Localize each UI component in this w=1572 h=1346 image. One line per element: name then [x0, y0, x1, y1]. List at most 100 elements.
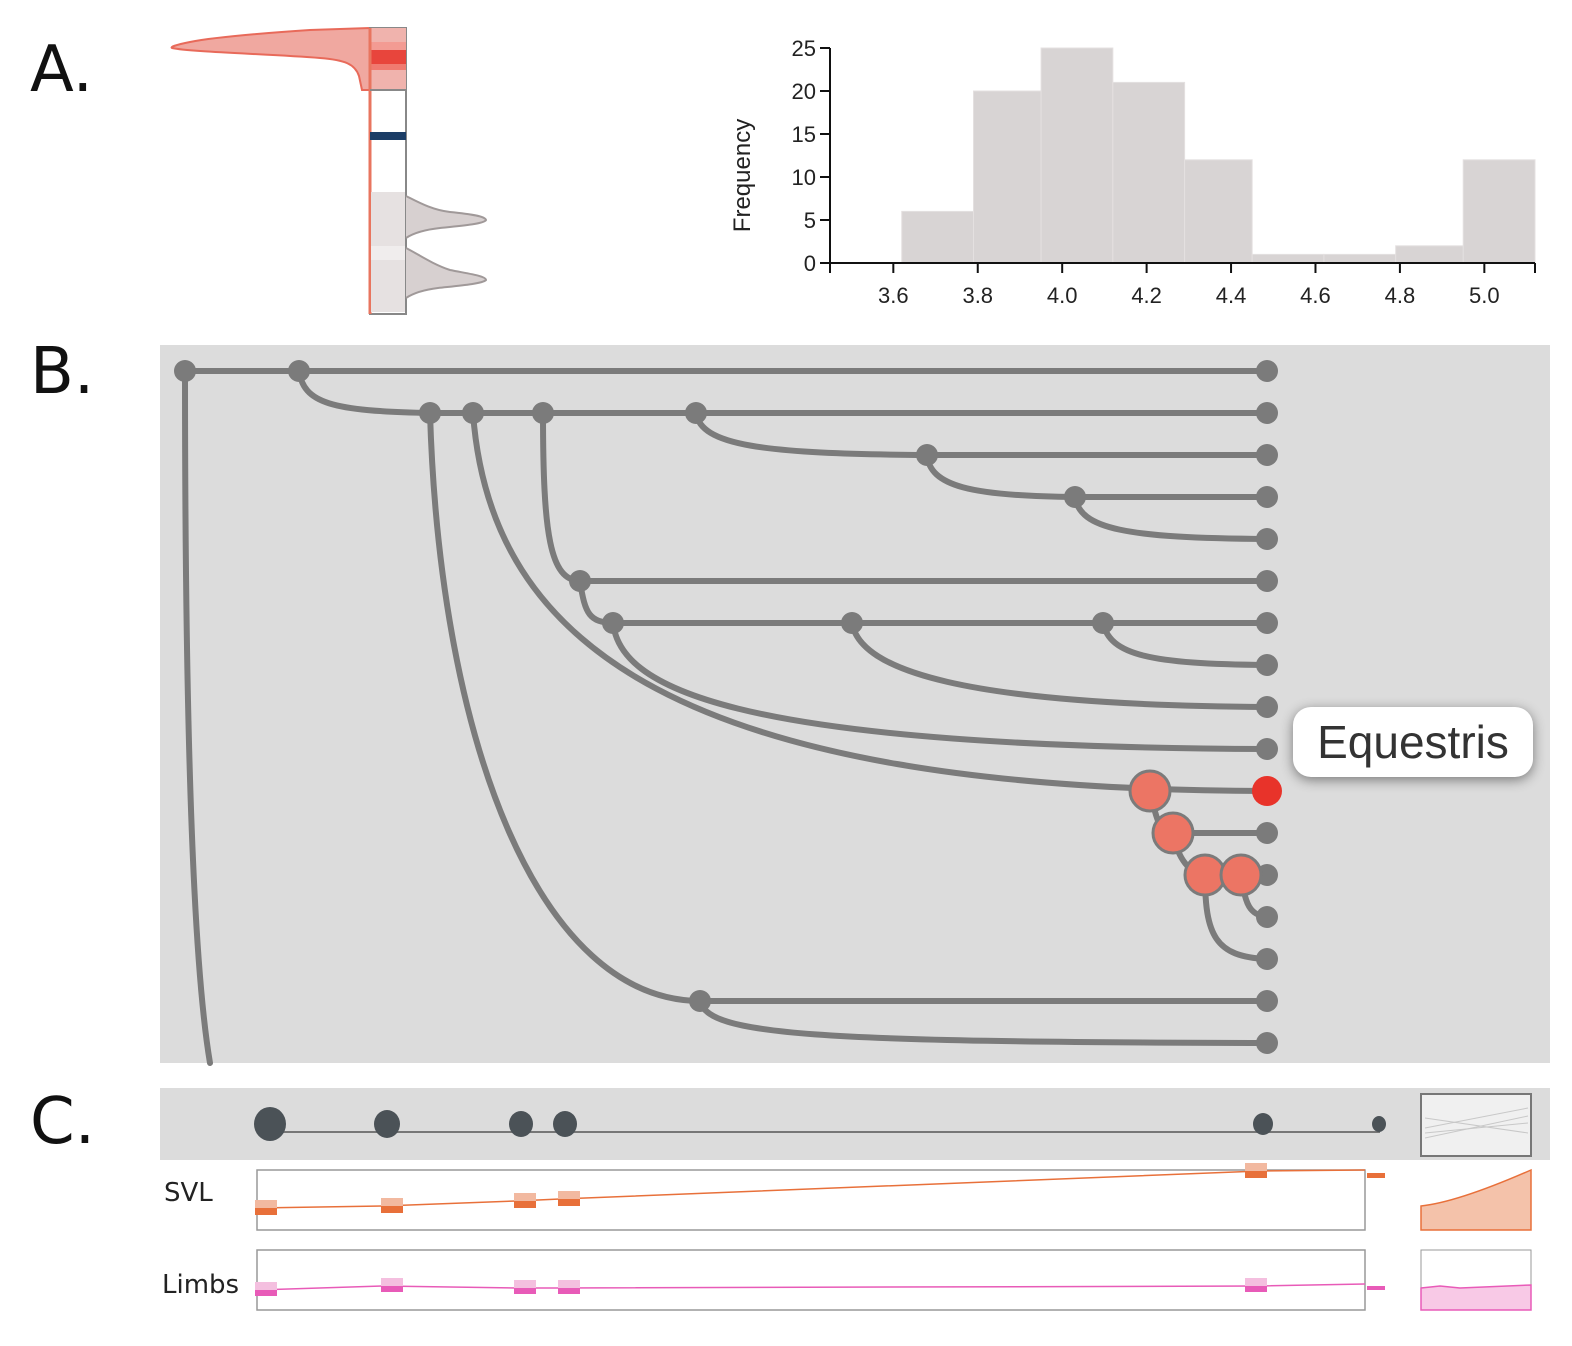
tip-node[interactable]	[1256, 528, 1278, 550]
current-value-marker[interactable]	[370, 132, 406, 140]
svl-value-marker[interactable]	[1245, 1171, 1267, 1178]
internal-node[interactable]	[916, 444, 938, 466]
population-density-curve	[405, 247, 488, 299]
internal-node[interactable]	[569, 570, 591, 592]
x-tick-label: 3.8	[962, 283, 993, 308]
frequency-histogram: 0 5 10 15 20 25 3.6 3.8 4.0 4.2 4.4 4.6 4.8 5.0 Freque…	[729, 36, 1536, 308]
internal-node[interactable]	[689, 990, 711, 1012]
x-tick-label: 4.0	[1047, 283, 1078, 308]
limbs-range-marker	[514, 1280, 536, 1288]
svl-value-marker[interactable]	[1367, 1173, 1385, 1178]
limbs-range-marker	[381, 1278, 403, 1286]
internal-node[interactable]	[1092, 612, 1114, 634]
histogram-bar	[973, 90, 1042, 264]
overview-line	[1424, 1115, 1529, 1139]
limbs-trace-line	[256, 1283, 1366, 1291]
phylogeny-tree[interactable]	[160, 345, 1560, 1066]
path-node[interactable]	[1253, 1113, 1273, 1135]
trait-tracks[interactable]: SVL Limbs	[160, 1088, 1560, 1338]
tip-node[interactable]	[1256, 948, 1278, 970]
overview-line	[1424, 1117, 1529, 1134]
internal-node[interactable]	[174, 360, 196, 382]
tree-branch	[924, 452, 1270, 500]
limbs-value-marker[interactable]	[514, 1288, 536, 1294]
panel-letter-a: A.	[30, 33, 93, 107]
internal-node[interactable]	[602, 612, 624, 634]
band-stripe	[370, 64, 406, 70]
band-stripe	[370, 50, 406, 64]
limbs-value-marker[interactable]	[1245, 1286, 1267, 1292]
histogram-bar	[1112, 81, 1186, 264]
tree-branch	[1100, 620, 1270, 668]
internal-node[interactable]	[532, 402, 554, 424]
highlighted-ancestor-node[interactable]	[1219, 853, 1263, 897]
tip-node[interactable]	[1256, 990, 1278, 1012]
svl-track-label: SVL	[164, 1178, 213, 1208]
histogram-bar	[1040, 47, 1114, 264]
x-tick-label: 4.8	[1385, 283, 1416, 308]
tree-branch	[849, 620, 1270, 710]
tip-node[interactable]	[1256, 444, 1278, 466]
internal-node[interactable]	[288, 360, 310, 382]
trait-density-widget[interactable]	[160, 20, 720, 320]
overview-line	[1424, 1107, 1529, 1129]
path-node[interactable]	[1372, 1116, 1386, 1132]
limbs-track-label: Limbs	[162, 1270, 239, 1300]
histogram-bar	[901, 210, 975, 264]
svl-trace-line	[256, 1169, 1366, 1209]
tip-node[interactable]	[1256, 822, 1278, 844]
internal-node[interactable]	[462, 402, 484, 424]
svl-summary-area	[1420, 1168, 1532, 1231]
node-strip-background	[160, 1088, 1550, 1160]
selected-tip-node[interactable]	[1252, 776, 1282, 806]
tip-node[interactable]	[1256, 654, 1278, 676]
x-tick-label: 5.0	[1469, 283, 1500, 308]
svl-track-box	[256, 1169, 1366, 1231]
panel-letter-c: C.	[30, 1085, 96, 1159]
y-axis-title: Frequency	[729, 119, 756, 232]
tip-node[interactable]	[1256, 402, 1278, 424]
svl-value-marker[interactable]	[255, 1208, 277, 1215]
tip-node[interactable]	[1256, 1032, 1278, 1054]
path-node[interactable]	[254, 1107, 286, 1141]
svl-value-marker[interactable]	[514, 1201, 536, 1208]
histogram-bar	[1184, 159, 1253, 264]
path-node[interactable]	[374, 1110, 400, 1138]
svl-value-marker[interactable]	[558, 1199, 580, 1206]
x-tick-label: 3.6	[878, 283, 909, 308]
internal-node[interactable]	[1064, 486, 1086, 508]
tip-node[interactable]	[1256, 570, 1278, 592]
limbs-value-marker[interactable]	[1367, 1286, 1385, 1290]
internal-node[interactable]	[685, 402, 707, 424]
tree-branch	[697, 998, 1270, 1046]
limbs-value-marker[interactable]	[558, 1288, 580, 1294]
highlighted-ancestor-node[interactable]	[1128, 769, 1172, 813]
internal-node[interactable]	[841, 612, 863, 634]
tip-node[interactable]	[1256, 696, 1278, 718]
y-tick-label: 0	[804, 251, 816, 276]
histogram-bar	[1323, 253, 1397, 264]
tip-node[interactable]	[1256, 738, 1278, 760]
path-node[interactable]	[509, 1111, 533, 1137]
tip-node[interactable]	[1256, 360, 1278, 382]
x-tick-label: 4.2	[1131, 283, 1162, 308]
tip-node[interactable]	[1256, 612, 1278, 634]
tree-branch	[182, 368, 213, 1066]
internal-node[interactable]	[419, 402, 441, 424]
limbs-value-marker[interactable]	[381, 1286, 403, 1292]
limbs-range-marker	[255, 1282, 277, 1290]
svl-value-marker[interactable]	[381, 1206, 403, 1213]
limbs-value-marker[interactable]	[255, 1290, 277, 1296]
limbs-range-marker	[558, 1280, 580, 1288]
tree-branch	[427, 410, 1270, 1004]
highlighted-ancestor-node[interactable]	[1151, 811, 1195, 855]
histogram-bar	[1462, 159, 1536, 264]
highlighted-ancestor-node[interactable]	[1183, 853, 1227, 897]
svl-range-marker	[558, 1191, 580, 1199]
path-node[interactable]	[553, 1111, 577, 1137]
y-tick-label: 20	[792, 79, 816, 104]
band-stripe	[371, 246, 405, 260]
tree-branch	[1072, 494, 1270, 542]
tip-node[interactable]	[1256, 486, 1278, 508]
tip-node[interactable]	[1256, 906, 1278, 928]
